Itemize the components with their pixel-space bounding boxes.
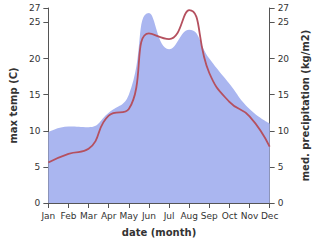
svg-text:date (month): date (month) — [122, 227, 196, 238]
svg-text:15: 15 — [278, 90, 289, 100]
svg-text:0: 0 — [278, 198, 284, 208]
svg-text:Aug: Aug — [180, 211, 198, 221]
svg-text:Jun: Jun — [141, 211, 156, 221]
svg-text:Jul: Jul — [163, 211, 175, 221]
svg-text:15: 15 — [29, 90, 40, 100]
svg-text:27: 27 — [29, 3, 40, 13]
svg-text:Mar: Mar — [80, 211, 97, 221]
svg-text:25: 25 — [29, 17, 40, 27]
svg-text:20: 20 — [29, 54, 41, 64]
svg-text:med. precipitation (kg/m2): med. precipitation (kg/m2) — [300, 30, 311, 182]
svg-text:5: 5 — [35, 162, 41, 172]
svg-text:25: 25 — [278, 17, 289, 27]
svg-text:Dec: Dec — [261, 211, 278, 221]
svg-text:Feb: Feb — [61, 211, 77, 221]
svg-text:Sep: Sep — [201, 211, 218, 221]
svg-text:Oct: Oct — [222, 211, 238, 221]
svg-text:0: 0 — [35, 198, 41, 208]
svg-text:10: 10 — [29, 126, 41, 136]
svg-text:Jan: Jan — [40, 211, 55, 221]
svg-text:5: 5 — [278, 162, 284, 172]
svg-text:Nov: Nov — [241, 211, 259, 221]
svg-text:10: 10 — [278, 126, 290, 136]
svg-text:max temp (C): max temp (C) — [8, 67, 19, 143]
svg-text:Apr: Apr — [101, 211, 117, 221]
svg-text:27: 27 — [278, 3, 289, 13]
svg-text:20: 20 — [278, 54, 290, 64]
svg-text:May: May — [120, 211, 139, 221]
